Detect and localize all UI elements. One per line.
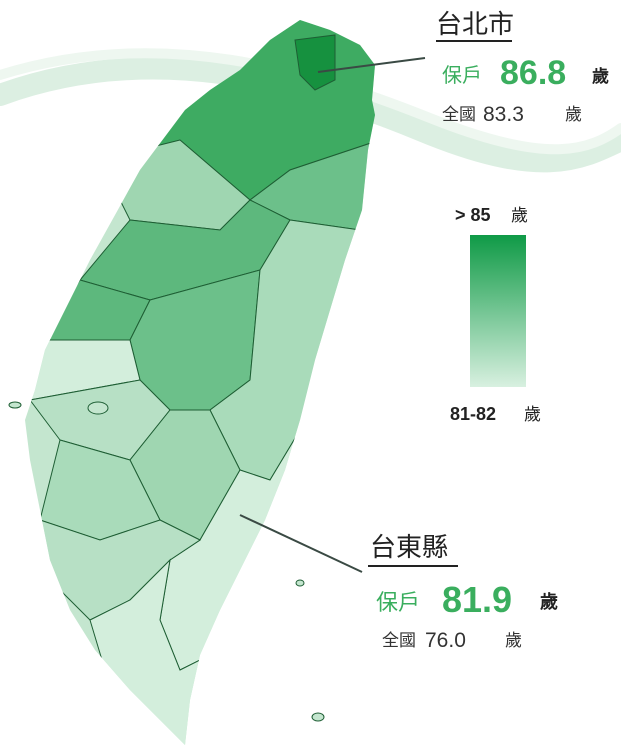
- region-taipei: [294, 34, 336, 91]
- national-label: 全國: [382, 631, 416, 650]
- leader-line: [239, 514, 363, 573]
- region-name: 台北市: [436, 9, 514, 39]
- national-unit: 歲: [565, 105, 582, 124]
- unit: 歲: [540, 591, 558, 612]
- national-label: 全國: [442, 105, 476, 124]
- legend-low-unit: 歲: [524, 405, 541, 424]
- islands: [8, 401, 325, 722]
- callout-taipei: 台北市 保戶 86.8 歲 全國 83.3 歲: [436, 9, 609, 126]
- legend: > 85 歲 81-82 歲: [450, 205, 541, 424]
- legend-high: > 85: [455, 205, 491, 225]
- unit: 歲: [592, 66, 609, 86]
- label: 保戶: [376, 590, 420, 615]
- national-value: 76.0: [425, 629, 466, 652]
- label: 保戶: [442, 64, 482, 87]
- legend-low: 81-82: [450, 404, 496, 424]
- value: 81.9: [442, 579, 512, 620]
- national-value: 83.3: [483, 103, 524, 126]
- value: 86.8: [500, 54, 566, 92]
- region-name: 台東縣: [370, 532, 448, 562]
- national-unit: 歲: [505, 631, 522, 650]
- callout-taitung: 台東縣 保戶 81.9 歲 全國 76.0 歲: [368, 532, 558, 652]
- legend-gradient: [470, 235, 526, 387]
- leader-line: [317, 57, 426, 73]
- swoosh: [0, 48, 621, 173]
- legend-high-unit: 歲: [511, 206, 528, 225]
